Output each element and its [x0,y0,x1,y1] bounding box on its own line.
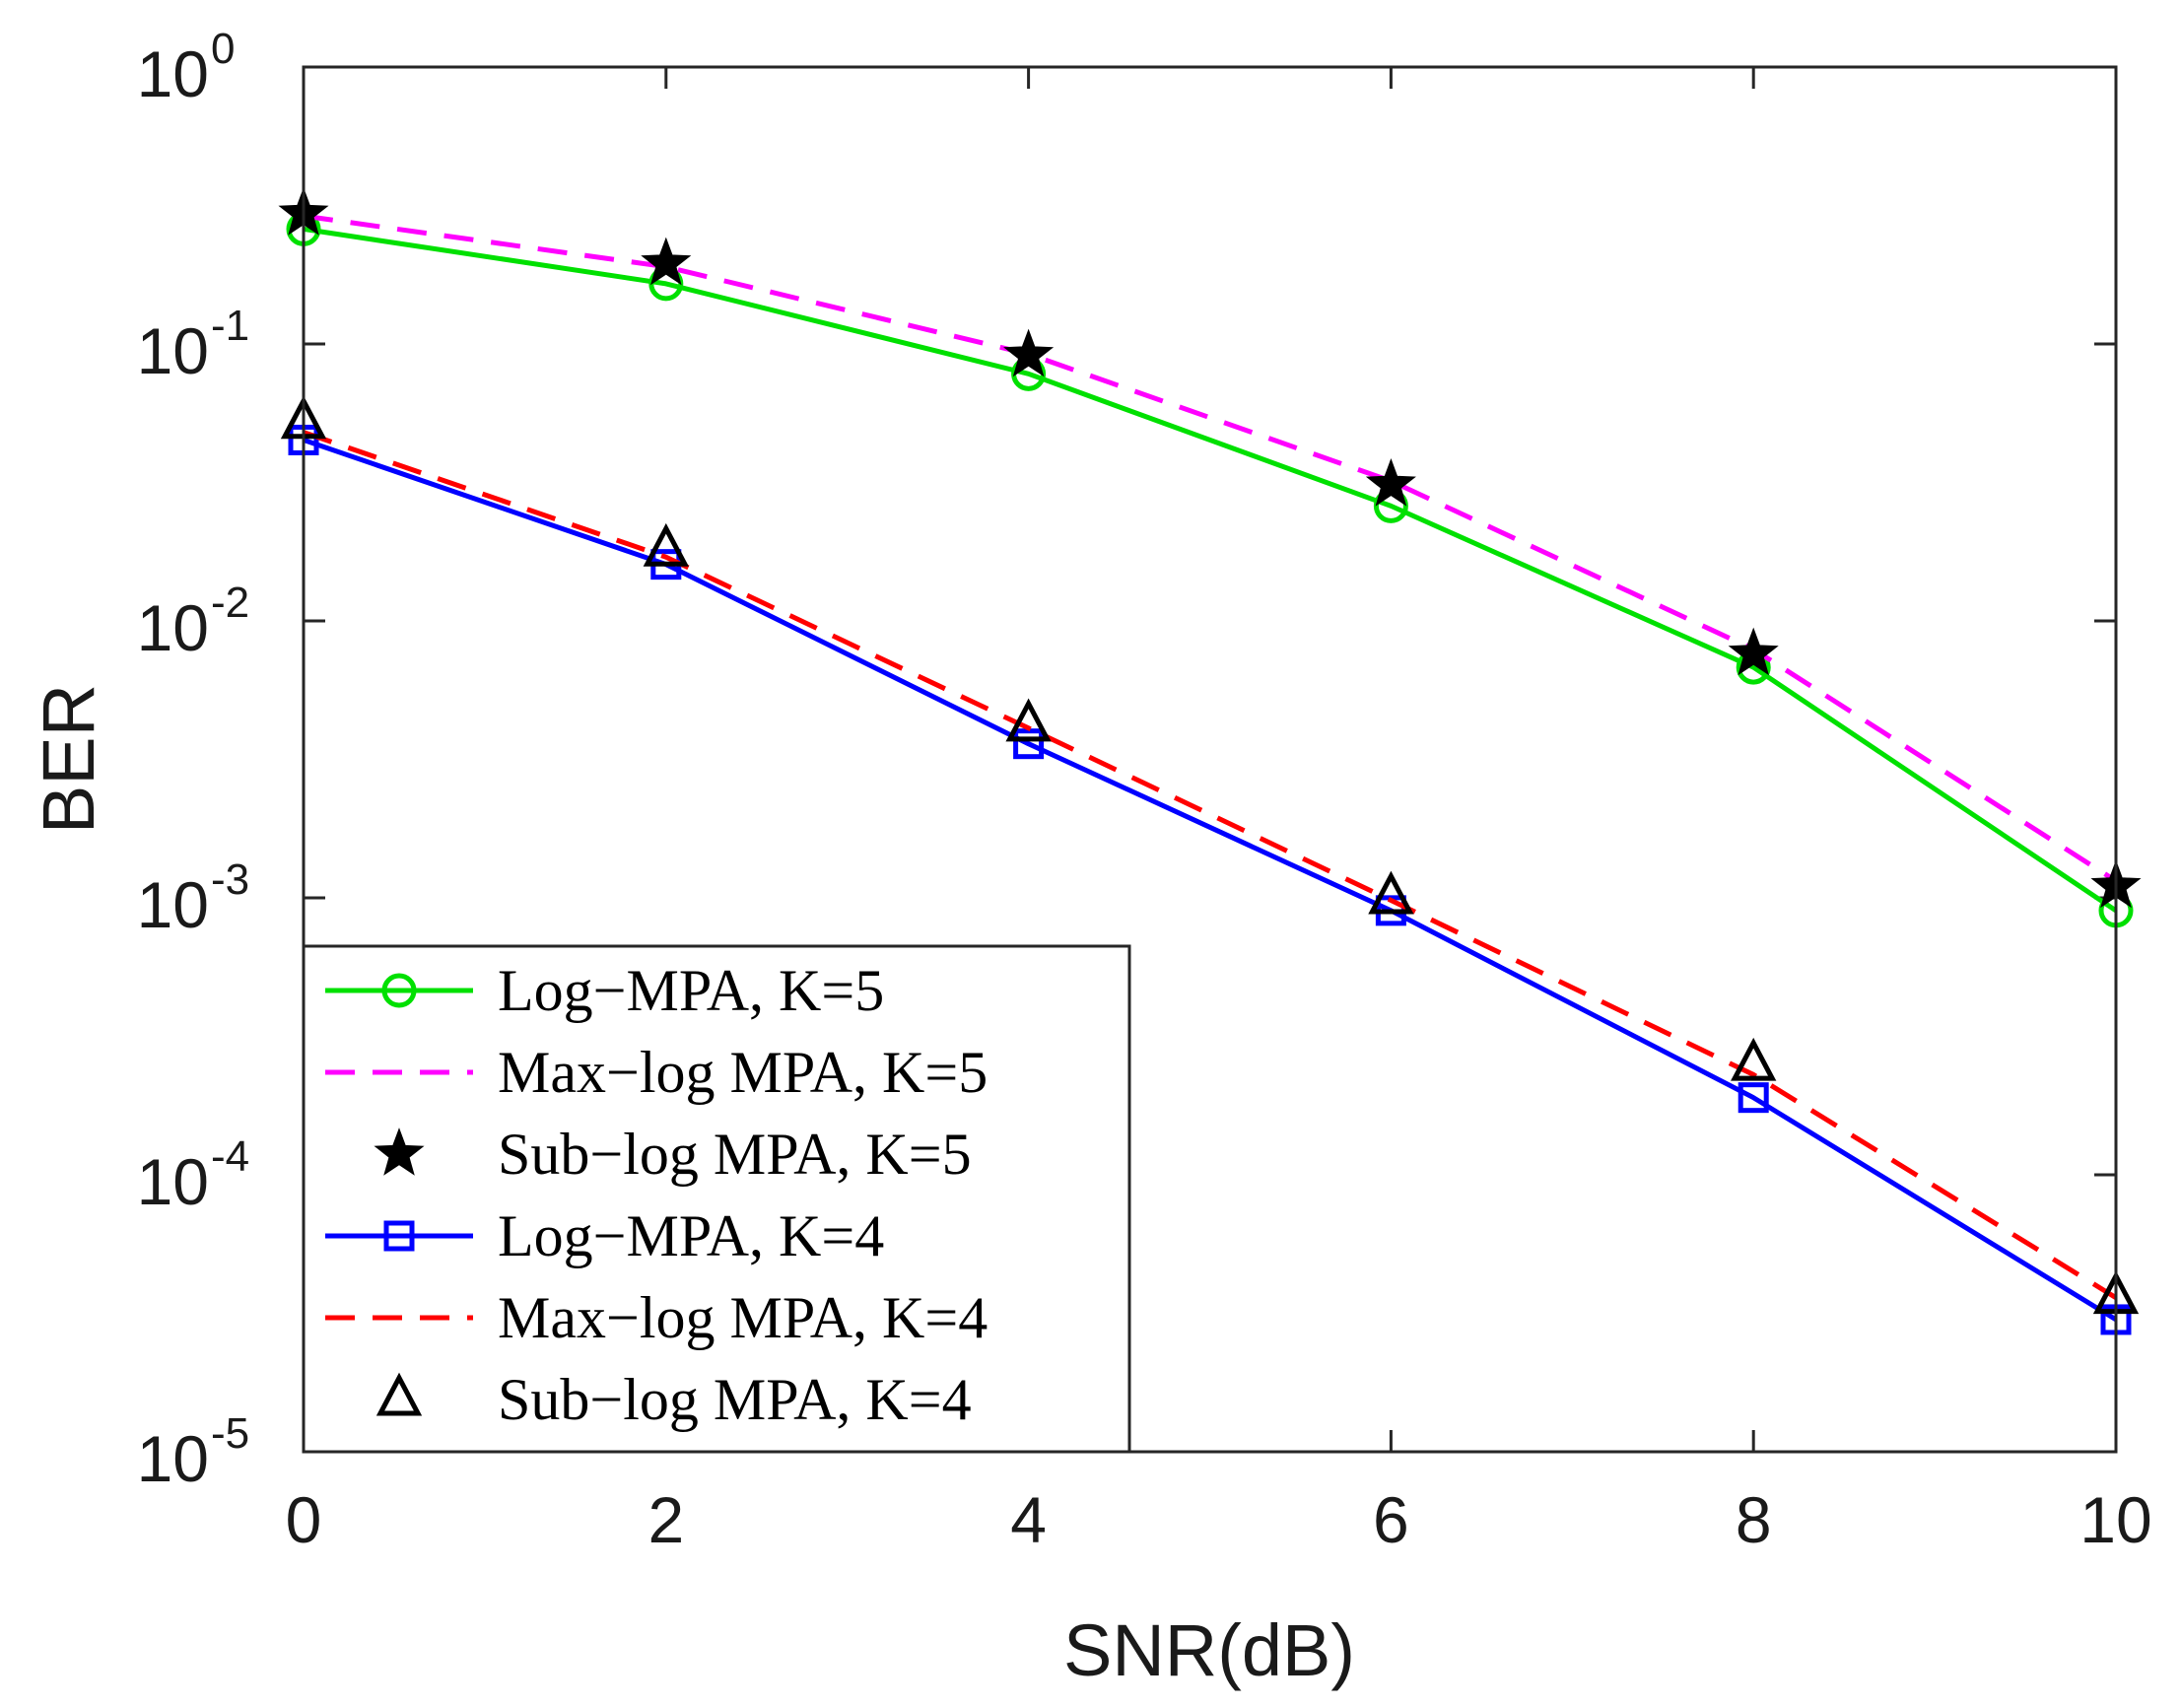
plot-area-frame [302,65,2118,1454]
x-tick-label: 2 [647,1483,684,1556]
legend: Log−MPA, K=5 Max−log MPA, K=5 Sub−log MPA,… [302,944,1131,1454]
y-axis-label: BER [28,684,109,834]
legend-label: Max−log MPA, K=4 [498,1285,988,1350]
y-tick-label: 10 -4 [137,1132,250,1218]
y-tick-label: 10 0 [137,25,236,110]
series-line [303,430,2118,1300]
legend-label: Log−MPA, K=5 [498,958,884,1023]
y-tick-label-exponent: 0 [211,25,235,73]
series-layer [278,187,2142,1335]
y-tick-label-exponent: -4 [211,1132,249,1181]
data-point [643,522,689,567]
series-2 [303,213,2118,884]
y-tick-label-exponent: -1 [211,302,249,350]
y-tick-label-base: 10 [137,37,209,110]
y-tick-label-base: 10 [137,591,209,664]
legend-marker-sample [381,973,417,1008]
x-tick-labels: 0 2 4 6 8 10 [286,1483,2152,1556]
y-tick-label-base: 10 [137,314,209,387]
y-tick-label: 10 -3 [137,855,250,941]
legend-label: Log−MPA, K=4 [498,1203,884,1268]
legend-entry: Sub−log MPA, K=5 [374,1122,972,1187]
x-tick-label: 8 [1736,1483,1772,1556]
series-line [303,213,2118,884]
y-tick-label: 10 -1 [137,302,250,387]
legend-marker-sample [383,1220,415,1252]
series-line [303,438,2118,1323]
x-tick-label: 10 [2079,1483,2151,1556]
series-5 [303,430,2118,1300]
y-tick-label: 10 -2 [137,579,250,664]
y-tick-label-base: 10 [137,868,209,941]
legend-entry: Log−MPA, K=5 [325,958,884,1023]
x-tick-label: 0 [286,1483,322,1556]
legend-label: Sub−log MPA, K=5 [498,1122,972,1187]
data-point [1003,328,1055,377]
y-tick-label-exponent: -2 [211,579,249,627]
legend-entry: Sub−log MPA, K=4 [375,1367,972,1432]
legend-marker-sample [374,1127,425,1176]
data-point [1368,870,1414,915]
data-point [1738,1082,1769,1114]
x-axis-label: SNR(dB) [1063,1609,1355,1691]
legend-marker-sample [375,1372,423,1416]
legend-label: Sub−log MPA, K=4 [498,1367,972,1432]
legend-label: Max−log MPA, K=5 [498,1040,988,1105]
legend-entry: Log−MPA, K=4 [325,1203,884,1268]
y-tick-label-base: 10 [137,1422,209,1495]
series-line [303,226,2118,913]
y-tick-label-base: 10 [137,1145,209,1218]
x-tick-label: 6 [1373,1483,1409,1556]
data-point [1728,627,1779,676]
legend-box [302,944,1131,1454]
data-point [641,237,692,286]
y-tick-label-exponent: -5 [211,1409,249,1458]
data-point [1005,698,1052,742]
x-tick-label: 4 [1010,1483,1047,1556]
legend-entry: Max−log MPA, K=4 [325,1285,988,1350]
data-point [1013,728,1045,760]
y-tick-label-exponent: -3 [211,855,249,904]
legend-entry: Max−log MPA, K=5 [325,1040,988,1105]
data-point [1731,1037,1777,1081]
y-tick-label: 10 -5 [137,1409,250,1495]
data-point [1365,458,1416,507]
